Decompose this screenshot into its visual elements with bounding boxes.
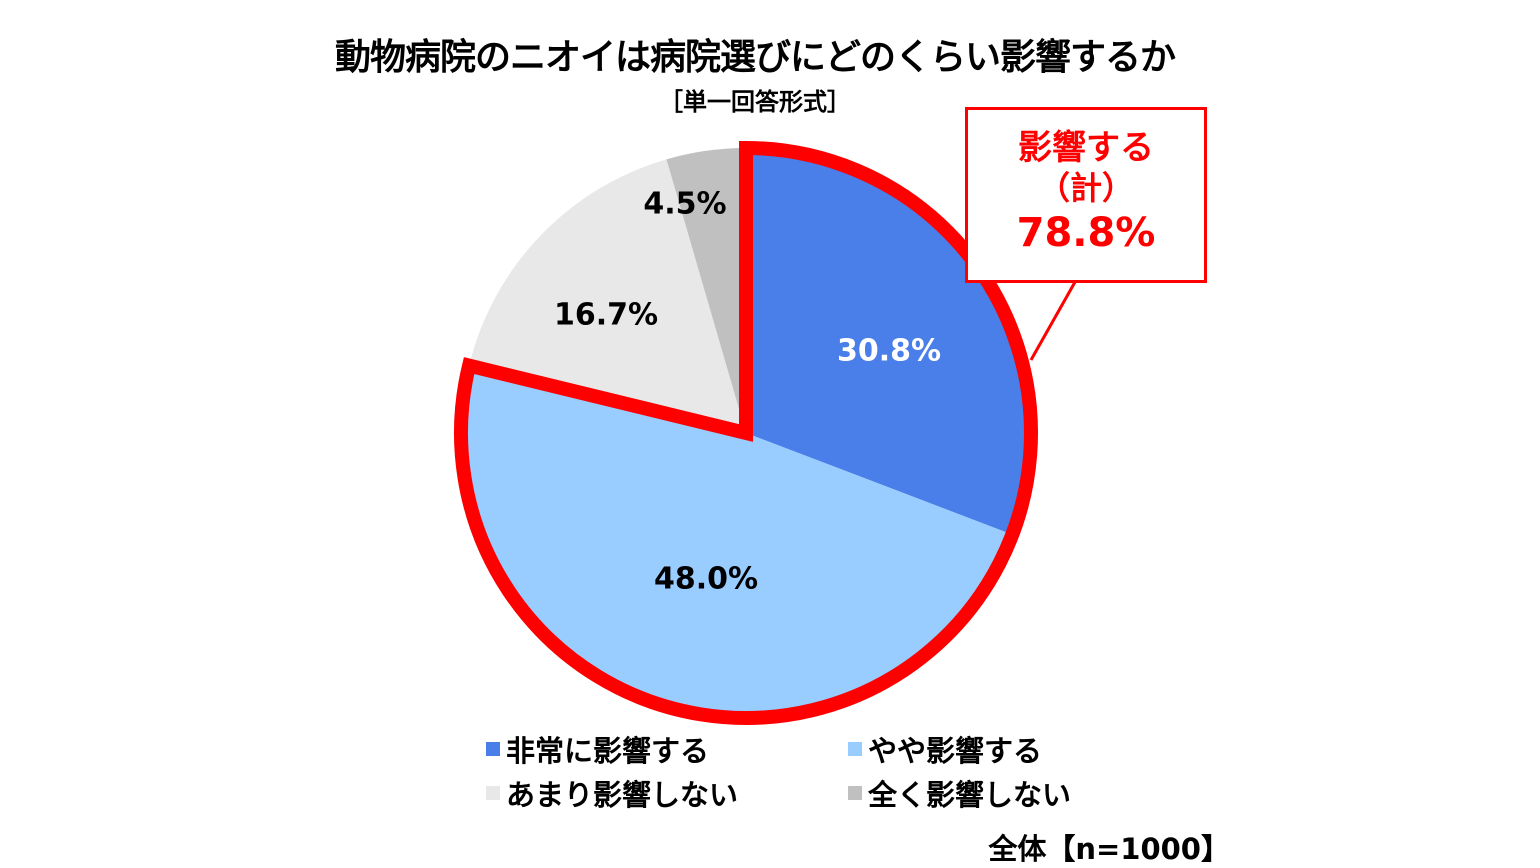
callout-line1: 影響する [1018,128,1154,168]
legend-item-not-at-all: 全く影響しない [848,772,1071,814]
callout-line2: （計） [1037,169,1134,207]
legend-label: 全く影響しない [868,778,1072,812]
callout-value: 78.8% [1016,210,1156,256]
chart-title: 動物病院のニオイは病院選びにどのくらい影響するか [334,37,1176,78]
legend-label: あまり影響しない [506,778,739,812]
highlight-outline [454,140,1038,725]
slice-value-label: 4.5% [643,187,726,222]
total-affect-callout: 影響する （計） 78.8% [965,107,1207,283]
slice-not-at-all [666,148,746,433]
legend-swatch [848,786,862,800]
legend-label: やや影響する [868,734,1043,768]
legend-swatch [486,742,500,756]
legend-item-not-much: あまり影響しない [486,772,738,814]
legend-item-somewhat: やや影響する [848,728,1042,770]
slice-value-label: 48.0% [654,562,758,597]
legend-swatch [848,742,862,756]
legend-label: 非常に影響する [506,734,710,768]
legend-item-very: 非常に影響する [486,728,709,770]
chart-subtitle: ［単一回答形式］ [659,88,851,116]
slice-value-label: 30.8% [837,334,941,369]
slice-value-label: 16.7% [554,298,658,333]
slice-somewhat-affect [460,365,1013,719]
sample-size-note: 全体【n=1000】 [988,832,1230,866]
callout-pointer [1029,281,1077,361]
legend-swatch [486,786,500,800]
slice-not-much [469,159,746,434]
